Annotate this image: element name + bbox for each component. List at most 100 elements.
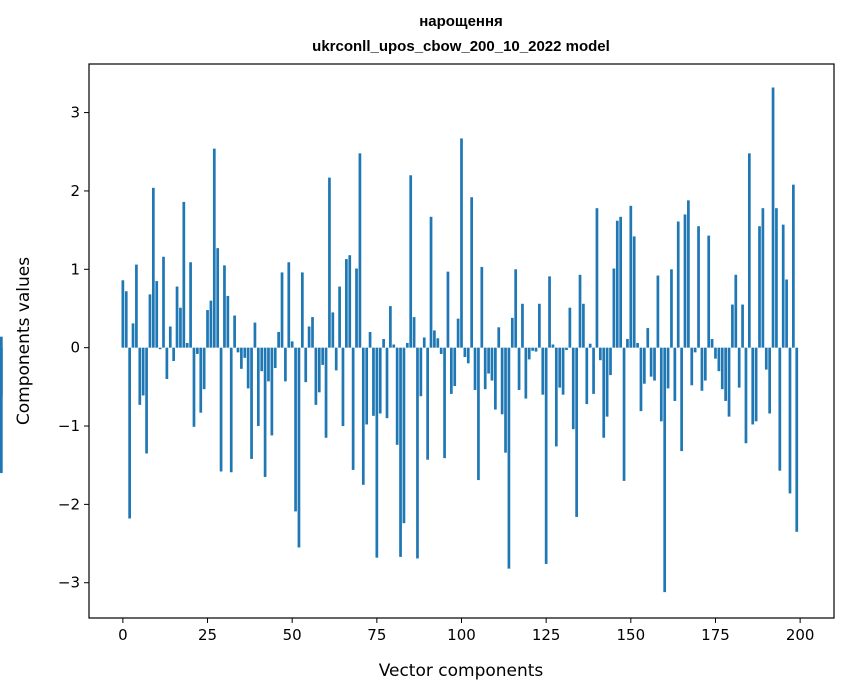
bar-92 [433,330,436,348]
bar-57 [314,347,318,405]
bar-68 [351,347,355,470]
bar-undefined [0,347,3,396]
bar-111 [497,327,501,348]
bar-1 [124,291,128,348]
bar-38 [250,347,253,459]
bar-21 [192,347,196,427]
bar-42 [263,347,267,477]
bar-85 [409,175,413,348]
bar-195 [781,224,785,348]
bar-undefined [0,347,3,474]
bar-60 [324,347,328,438]
bar-39 [253,322,257,348]
bar-123 [538,303,541,348]
bar-34 [236,347,240,353]
bar-148 [622,347,626,481]
y-tick-label: 3 [70,104,80,122]
bar-50 [290,341,294,348]
bar-10 [155,281,159,348]
bar-126 [548,276,551,348]
bar-62 [331,312,335,348]
bar-43 [267,347,270,382]
bar-5 [138,347,142,405]
bar-149 [626,339,629,348]
chart-title-line2: ukrconll_upos_cbow_200_10_2022 model [312,38,610,55]
bar-64 [338,286,341,348]
y-tick-label: −2 [58,495,80,513]
bar-82 [399,347,402,557]
x-tick-label: 175 [701,626,730,644]
bar-46 [277,331,280,348]
bar-174 [710,339,714,348]
bar-114 [507,347,511,569]
bar-47 [280,272,284,348]
bar-72 [365,347,369,425]
bar-101 [463,347,467,358]
bar-181 [734,274,738,348]
bar-13 [165,347,169,379]
bar-173 [707,235,711,348]
bar-56 [311,317,314,348]
bar-17 [179,307,182,348]
bar-74 [372,347,375,416]
bar-22 [196,347,199,354]
bar-119 [524,347,528,399]
bar-134 [575,347,578,517]
bar-89 [422,337,426,348]
y-tick-label: 0 [70,339,80,357]
bar-117 [517,347,521,390]
bar-36 [243,347,247,358]
bar-9 [151,187,155,348]
bar-78 [385,347,389,419]
bar-129 [558,347,562,388]
bar-172 [703,347,707,381]
bar-88 [419,347,423,397]
bar-141 [598,347,602,361]
bar-23 [199,347,203,413]
bar-180 [731,304,734,348]
x-tick-label: 75 [367,626,386,644]
bar-107 [483,347,487,390]
bar-154 [643,347,646,384]
bar-109 [490,347,494,381]
bar-158 [656,275,660,348]
bar-171 [700,347,704,391]
bar-189 [761,208,765,348]
bar-106 [480,266,484,348]
bar-53 [300,272,304,348]
bar-45 [273,347,277,369]
bar-undefined [0,336,3,348]
bar-81 [395,347,399,445]
bar-102 [466,347,470,364]
bar-147 [619,216,623,348]
bar-121 [531,347,534,351]
bar-25 [206,310,209,348]
bar-115 [510,317,514,348]
bar-164 [676,221,680,348]
bar-161 [666,347,670,389]
bar-108 [487,347,490,374]
bar-157 [653,347,656,381]
bar-153 [639,347,643,412]
bar-196 [785,279,788,348]
bar-91 [429,216,433,348]
bar-166 [683,214,687,348]
bar-29 [219,347,223,472]
bar-188 [758,226,761,348]
bar-122 [534,347,538,352]
bar-95 [443,347,446,459]
bar-146 [615,220,619,348]
bar-40 [256,347,260,427]
bar-96 [446,271,450,348]
bar-175 [714,347,717,359]
bar-32 [229,347,233,473]
bar-14 [168,326,172,348]
bar-130 [561,347,565,395]
bar-8 [148,294,152,348]
bar-27 [212,148,216,348]
bar-120 [527,347,531,360]
bar-194 [778,347,782,471]
bar-44 [270,347,274,436]
bar-0 [121,280,125,348]
bar-116 [514,269,518,348]
